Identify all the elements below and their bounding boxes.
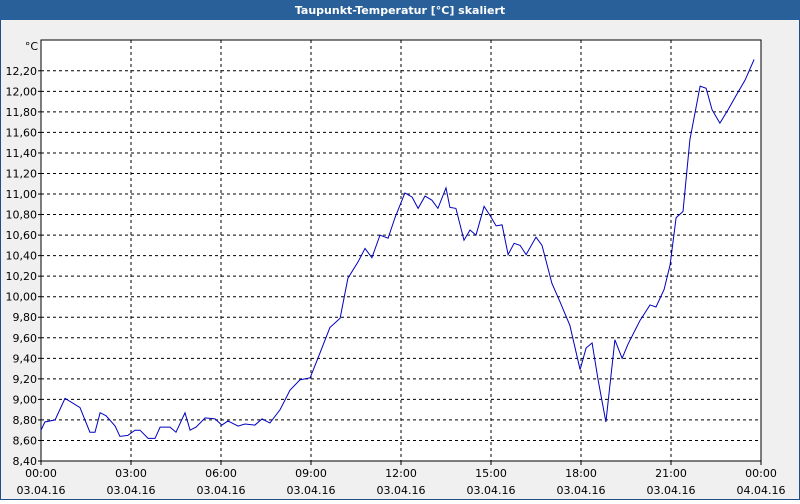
x-tick-date: 03.04.16 (467, 484, 516, 497)
y-tick-label: 9,40 (13, 352, 38, 365)
y-tick-label: 10,80 (6, 209, 38, 222)
chart-title: Taupunkt-Temperatur [°C] skaliert (295, 4, 505, 17)
y-tick-label: 11,60 (6, 126, 38, 139)
y-tick-label: 11,00 (6, 188, 38, 201)
y-unit: °C (25, 40, 39, 53)
y-tick-label: 9,60 (13, 332, 38, 345)
y-tick-label: 11,40 (6, 147, 38, 160)
y-tick-label: 12,00 (6, 85, 38, 98)
x-tick-label: 09:00 (295, 467, 327, 480)
x-tick-label: 21:00 (655, 467, 687, 480)
x-tick-label: 00:00 (745, 467, 777, 480)
title-bar (0, 0, 800, 20)
x-tick-label: 00:00 (25, 467, 57, 480)
x-tick-label: 06:00 (205, 467, 237, 480)
data-line (40, 59, 755, 439)
x-tick-label: 15:00 (475, 467, 507, 480)
x-tick-label: 03:00 (115, 467, 147, 480)
x-tick-date: 03.04.16 (107, 484, 156, 497)
y-tick-label: 10,00 (6, 291, 38, 304)
y-tick-label: 8,40 (13, 455, 38, 468)
x-tick-date: 03.04.16 (377, 484, 426, 497)
y-tick-label: 10,20 (6, 270, 38, 283)
y-tick-label: 10,60 (6, 229, 38, 242)
x-tick-date: 03.04.16 (647, 484, 696, 497)
x-tick-date: 04.04.16 (737, 484, 786, 497)
x-tick-date: 03.04.16 (557, 484, 606, 497)
y-tick-label: 9,00 (13, 393, 38, 406)
y-tick-label: 10,40 (6, 250, 38, 263)
x-tick-date: 03.04.16 (197, 484, 246, 497)
y-tick-label: 11,80 (6, 106, 38, 119)
y-tick-label: 8,80 (13, 414, 38, 427)
y-tick-label: 12,20 (6, 65, 38, 78)
y-tick-label: 9,80 (13, 311, 38, 324)
x-tick-label: 12:00 (385, 467, 417, 480)
y-tick-label: 9,20 (13, 373, 38, 386)
y-tick-label: 11,20 (6, 167, 38, 180)
x-tick-date: 03.04.16 (287, 484, 336, 497)
x-tick-date: 03.04.16 (17, 484, 66, 497)
y-tick-label: 8,60 (13, 434, 38, 447)
x-tick-label: 18:00 (565, 467, 597, 480)
